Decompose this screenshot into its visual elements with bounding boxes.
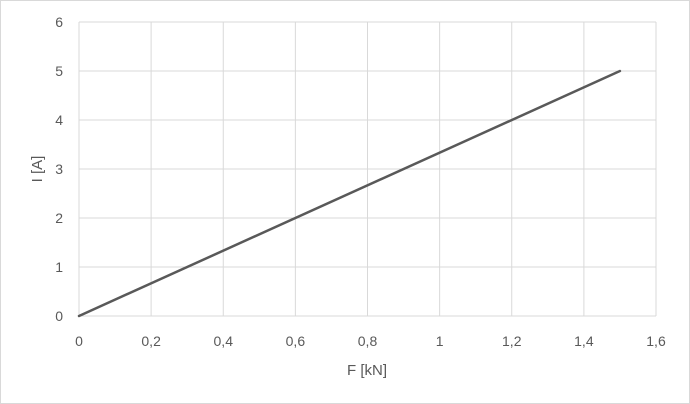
x-tick-label: 0,4 [214,333,234,349]
y-tick-labels: 0 1 2 3 4 5 6 [55,14,63,324]
y-tick-label: 1 [55,259,63,275]
x-tick-label: 0,6 [286,333,306,349]
x-tick-label: 1 [436,333,444,349]
x-tick-label: 1,6 [646,333,666,349]
y-tick-label: 2 [55,210,63,226]
x-tick-label: 1,4 [574,333,594,349]
series-layer [77,69,622,318]
x-tick-label: 0 [75,333,83,349]
y-tick-label: 6 [55,14,63,30]
series-line [77,69,622,318]
y-tick-label: 5 [55,63,63,79]
x-tick-label: 1,2 [502,333,522,349]
x-tick-label: 0,8 [358,333,378,349]
y-axis-title: I [A] [29,156,46,183]
grid-lines [78,21,657,317]
x-tick-labels: 0 0,2 0,4 0,6 0,8 1 1,2 1,4 1,6 [75,333,666,349]
y-tick-label: 3 [55,161,63,177]
x-tick-label: 0,2 [141,333,161,349]
x-axis-title: F [kN] [347,362,387,379]
y-tick-label: 4 [55,112,63,128]
y-tick-label: 0 [55,308,63,324]
